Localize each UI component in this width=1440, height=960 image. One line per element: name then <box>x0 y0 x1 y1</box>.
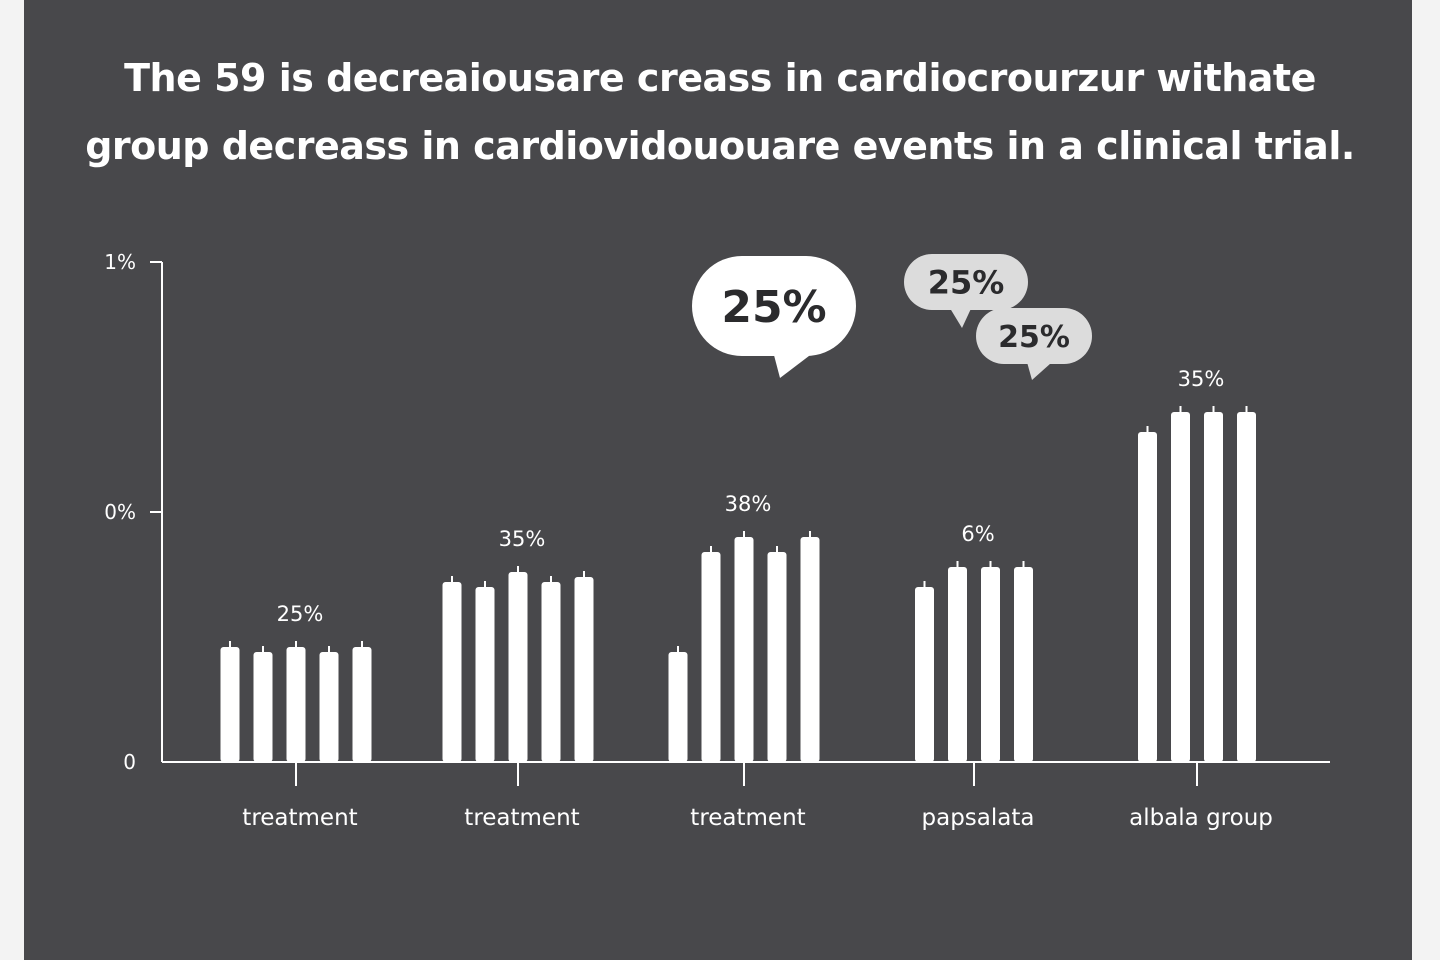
bar <box>1014 567 1033 762</box>
bar <box>1237 412 1256 762</box>
bar <box>1171 412 1190 762</box>
bar <box>319 652 339 762</box>
bar <box>668 652 688 762</box>
bar <box>800 537 820 762</box>
bar <box>574 577 594 762</box>
group-value-label: 25% <box>277 602 324 626</box>
bar <box>253 652 273 762</box>
x-category-label: papsalata <box>922 805 1035 831</box>
callout-small-2: 25% <box>976 308 1092 380</box>
bar <box>1204 412 1223 762</box>
x-category-label: treatment <box>464 805 579 831</box>
callout-body <box>692 256 856 356</box>
bar <box>442 582 462 762</box>
bar <box>220 647 240 762</box>
callout-body <box>976 308 1092 364</box>
bar <box>286 647 306 762</box>
group-value-label: 35% <box>499 527 546 551</box>
bar <box>541 582 561 762</box>
group-value-label: 38% <box>725 492 772 516</box>
x-category-label: treatment <box>242 805 357 831</box>
bar <box>701 552 721 762</box>
bar <box>352 647 372 762</box>
x-category-label: treatment <box>690 805 805 831</box>
chart-title-line-1: The 59 is decreaiousare creass in cardio… <box>124 56 1316 100</box>
bar <box>767 552 787 762</box>
bar <box>948 567 967 762</box>
chart-title-line-2: group decreass in cardiovidououare event… <box>85 124 1355 168</box>
bar <box>508 572 528 762</box>
bar <box>734 537 754 762</box>
callout-large: 25% <box>692 256 856 378</box>
y-tick-label: 1% <box>104 250 136 274</box>
bar <box>475 587 495 762</box>
bar <box>915 587 934 762</box>
callout-small-1: 25% <box>904 254 1028 328</box>
callout-label: 25% <box>928 264 1005 302</box>
callout-label: 25% <box>721 282 826 333</box>
group-value-label: 35% <box>1178 367 1225 391</box>
group-value-label: 6% <box>961 522 994 546</box>
y-tick-label: 0% <box>104 500 136 524</box>
y-tick-label: 0 <box>123 750 136 774</box>
callout-label: 25% <box>998 320 1070 355</box>
callout-body <box>904 254 1028 310</box>
bar <box>1138 432 1157 762</box>
x-category-label: albala group <box>1129 805 1273 831</box>
bar <box>981 567 1000 762</box>
